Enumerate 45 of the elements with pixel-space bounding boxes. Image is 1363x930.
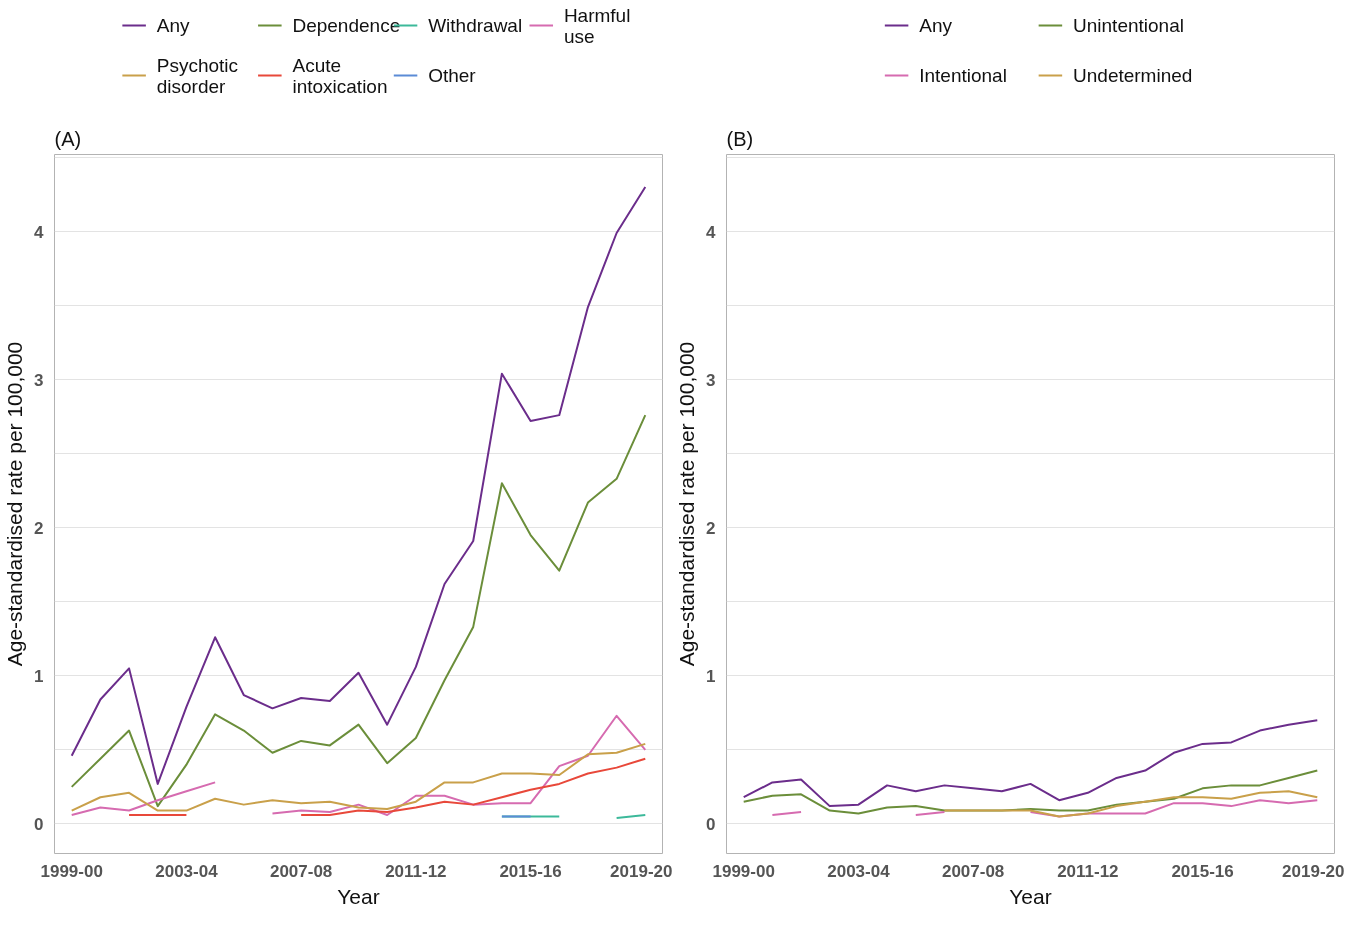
x-tick-label: 2015-16: [499, 861, 562, 881]
y-tick-label: 3: [706, 370, 716, 390]
line-series: [943, 790, 1319, 818]
y-tick-label: 1: [34, 666, 44, 686]
x-tick-label: 2011-12: [385, 861, 447, 881]
y-tick-label: 0: [706, 814, 716, 834]
y-tick-label: 1: [706, 666, 716, 686]
legend-label: Any: [919, 15, 953, 36]
x-tick-label: 1999-00: [712, 861, 775, 881]
legend-label: Other: [428, 65, 477, 86]
x-tick-label: 1999-00: [40, 861, 103, 881]
line-series: [70, 186, 647, 785]
legend-label: Dependence: [292, 15, 401, 36]
x-tick-label: 2019-20: [1282, 861, 1345, 881]
x-tick-label: 2003-04: [827, 861, 891, 881]
x-tick-label: 2015-16: [1171, 861, 1234, 881]
legend-label: Psychotic disorder: [156, 54, 239, 97]
chart-title: (A): [54, 127, 82, 150]
line-series: [70, 414, 647, 808]
legend-label: Intentional: [919, 65, 1007, 86]
chart-title: (B): [726, 127, 754, 150]
line-series: [70, 742, 647, 812]
y-axis-title: Age-standardised rate per 100,000: [675, 341, 699, 667]
legend-label: Withdrawal: [428, 15, 523, 36]
x-tick-label: 2019-20: [610, 861, 673, 881]
x-tick-label: 2003-04: [155, 861, 219, 881]
y-axis-title: Age-standardised rate per 100,000: [3, 341, 27, 667]
legend-label: Acute intoxication: [292, 54, 388, 97]
y-tick-label: 2: [34, 518, 44, 538]
x-axis-title: Year: [1009, 884, 1052, 908]
x-tick-label: 2007-08: [269, 861, 333, 881]
x-tick-label: 2007-08: [941, 861, 1005, 881]
x-tick-label: 2011-12: [1057, 861, 1119, 881]
y-tick-label: 4: [706, 222, 717, 242]
y-tick-label: 0: [34, 814, 44, 834]
line-series: [742, 769, 1319, 815]
legend-label: Harmful use: [563, 4, 631, 47]
legend-label: Any: [156, 15, 190, 36]
legend-label: Unintentional: [1073, 15, 1184, 36]
legend-label: Undetermined: [1073, 65, 1193, 86]
y-tick-label: 4: [34, 222, 45, 242]
y-tick-label: 3: [34, 370, 44, 390]
line-series: [742, 719, 1319, 808]
y-tick-label: 2: [706, 518, 716, 538]
x-axis-title: Year: [337, 884, 380, 908]
